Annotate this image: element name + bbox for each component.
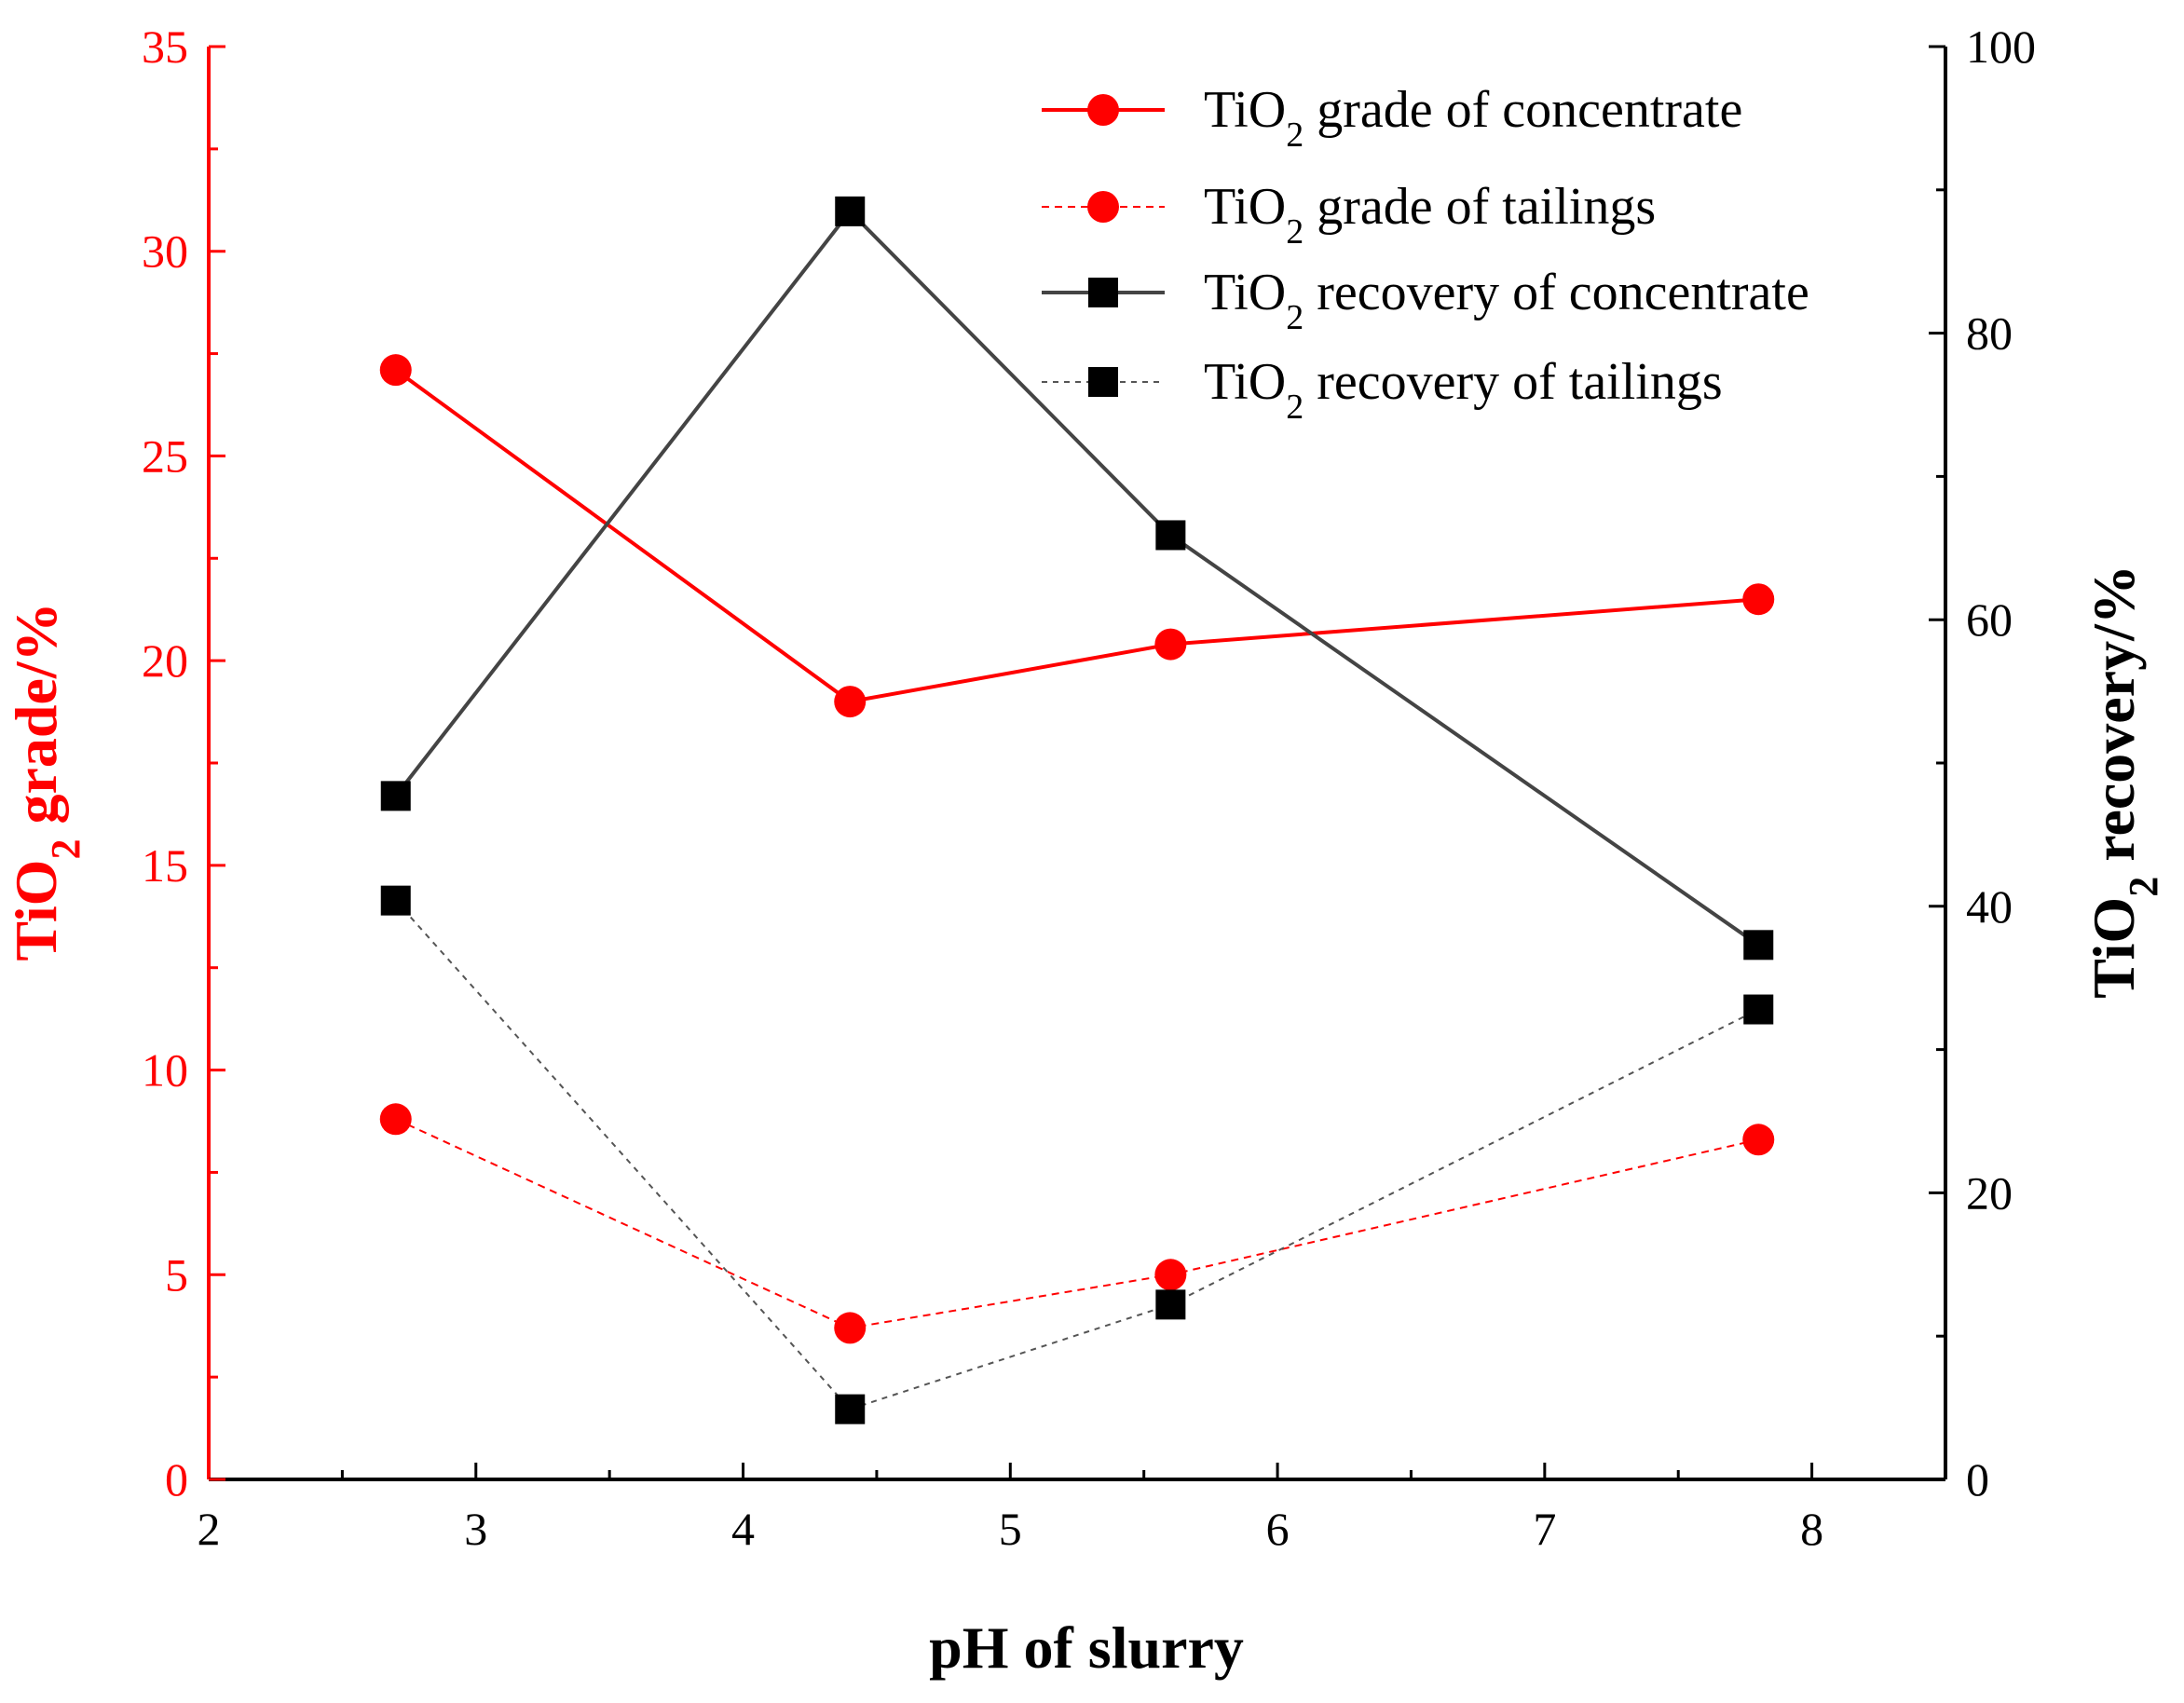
point-recovery-concentrate	[380, 781, 411, 811]
point-recovery-tailings	[380, 885, 411, 916]
point-recovery-concentrate	[835, 196, 866, 226]
y-right-tick-label: 40	[1966, 880, 2013, 933]
point-grade-concentrate	[379, 354, 412, 387]
y-left-tick-label: 30	[142, 225, 188, 278]
series-line-recovery-concentrate	[394, 208, 1760, 947]
point-grade-concentrate	[1154, 628, 1187, 661]
y-right-tick-label: 20	[1966, 1166, 2013, 1219]
y-axis-left-title: TiO2 grade/%	[3, 602, 89, 960]
point-grade-tailings	[1154, 1259, 1187, 1291]
x-tick-label: 2	[198, 1503, 221, 1555]
y-left-tick-label: 25	[142, 429, 188, 482]
legend-marker-recovery-tailings	[1088, 367, 1118, 397]
x-tick-label: 8	[1800, 1503, 1823, 1555]
legend-label-recovery-tailings: TiO2 recovery of tailings	[1204, 353, 1723, 427]
point-grade-tailings	[379, 1103, 412, 1136]
y-left-tick-label: 10	[142, 1044, 188, 1097]
legend-label-grade-concentrate: TiO2 grade of concentrate	[1204, 81, 1742, 155]
x-tick-label: 7	[1533, 1503, 1556, 1555]
x-tick-label: 6	[1266, 1503, 1290, 1555]
y-left-tick-label: 20	[142, 634, 188, 687]
y-left-tick-label: 15	[142, 839, 188, 892]
y-right-tick-label: 0	[1966, 1453, 1989, 1505]
y-left-tick-label: 35	[142, 20, 188, 73]
y-right-tick-label: 100	[1966, 20, 2036, 73]
point-recovery-tailings	[835, 1394, 866, 1424]
y-left-tick-label: 5	[165, 1248, 188, 1301]
x-tick-label: 5	[999, 1503, 1022, 1555]
legend-label-grade-tailings: TiO2 grade of tailings	[1204, 178, 1656, 252]
y-right-tick-label: 60	[1966, 593, 2013, 646]
series-line-grade-concentrate	[394, 368, 1759, 704]
point-grade-tailings	[834, 1312, 867, 1344]
legend-marker-grade-concentrate	[1087, 94, 1119, 126]
point-grade-concentrate	[834, 686, 867, 718]
x-tick-label: 4	[731, 1503, 755, 1555]
point-grade-concentrate	[1742, 583, 1775, 616]
point-recovery-tailings	[1743, 994, 1774, 1025]
y-right-tick-label: 80	[1966, 307, 2013, 360]
legend-label-recovery-concentrate: TiO2 recovery of concentrate	[1204, 264, 1809, 337]
y-left-tick-label: 0	[165, 1453, 188, 1505]
point-recovery-concentrate	[1155, 520, 1186, 551]
x-axis-title: pH of slurry	[929, 1614, 1244, 1681]
point-recovery-concentrate	[1743, 930, 1774, 960]
point-grade-tailings	[1742, 1124, 1775, 1156]
y-axis-right-title: TiO2 recovery/%	[2081, 565, 2166, 999]
x-tick-label: 3	[464, 1503, 487, 1555]
series-line-recovery-tailings	[394, 899, 1759, 1410]
legend-marker-recovery-concentrate	[1088, 278, 1118, 307]
point-recovery-tailings	[1155, 1289, 1186, 1320]
series-line-grade-tailings	[395, 1118, 1759, 1329]
legend-marker-grade-tailings	[1087, 191, 1119, 223]
